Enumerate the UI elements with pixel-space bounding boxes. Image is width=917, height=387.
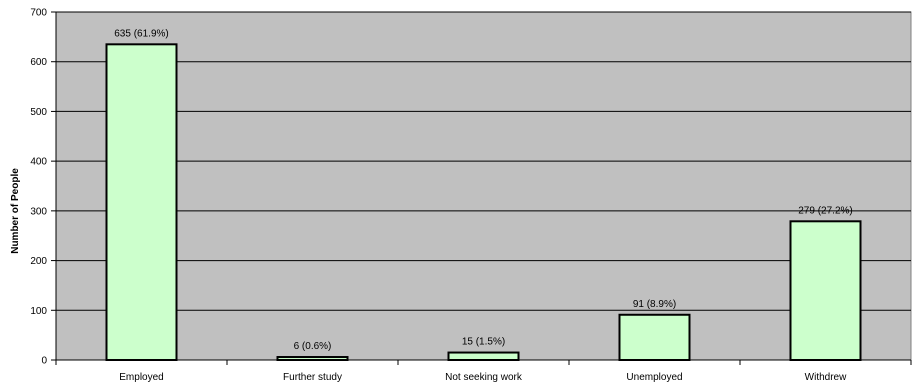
y-tick-label: 300 (30, 206, 47, 217)
x-tick-label: Withdrew (805, 372, 847, 383)
data-label: 91 (8.9%) (633, 299, 676, 310)
y-tick-label: 0 (41, 356, 47, 367)
x-tick-label: Not seeking work (445, 372, 523, 383)
data-label: 15 (1.5%) (462, 337, 505, 348)
y-tick-label: 200 (30, 256, 47, 267)
bar (618, 313, 691, 362)
x-tick-label: Further study (283, 372, 342, 383)
bar (447, 351, 520, 361)
plot-area (55, 11, 912, 361)
y-tick-label: 500 (30, 107, 47, 118)
y-ticks: 0 100 200 300 400 500 600 700 (30, 8, 56, 367)
data-labels: 635 (61.9%) 6 (0.6%) 15 (1.5%) 91 (8.9%) 279… (114, 28, 852, 352)
y-tick-label: 700 (30, 8, 47, 19)
y-tick-label: 100 (30, 306, 47, 317)
bar (105, 43, 178, 361)
x-tick-label: Employed (119, 372, 163, 383)
data-label: 6 (0.6%) (294, 341, 332, 352)
y-tick-label: 600 (30, 57, 47, 68)
y-tick-label: 400 (30, 157, 47, 168)
data-label: 279 (27.2%) (798, 205, 852, 216)
x-tick-label: Unemployed (626, 372, 682, 383)
data-label: 635 (61.9%) (114, 28, 168, 39)
y-axis-title: Number of People (10, 168, 21, 254)
bar (789, 220, 862, 361)
gridlines (56, 11, 911, 311)
x-ticks: Employed Further study Not seeking work Une… (55, 360, 912, 383)
